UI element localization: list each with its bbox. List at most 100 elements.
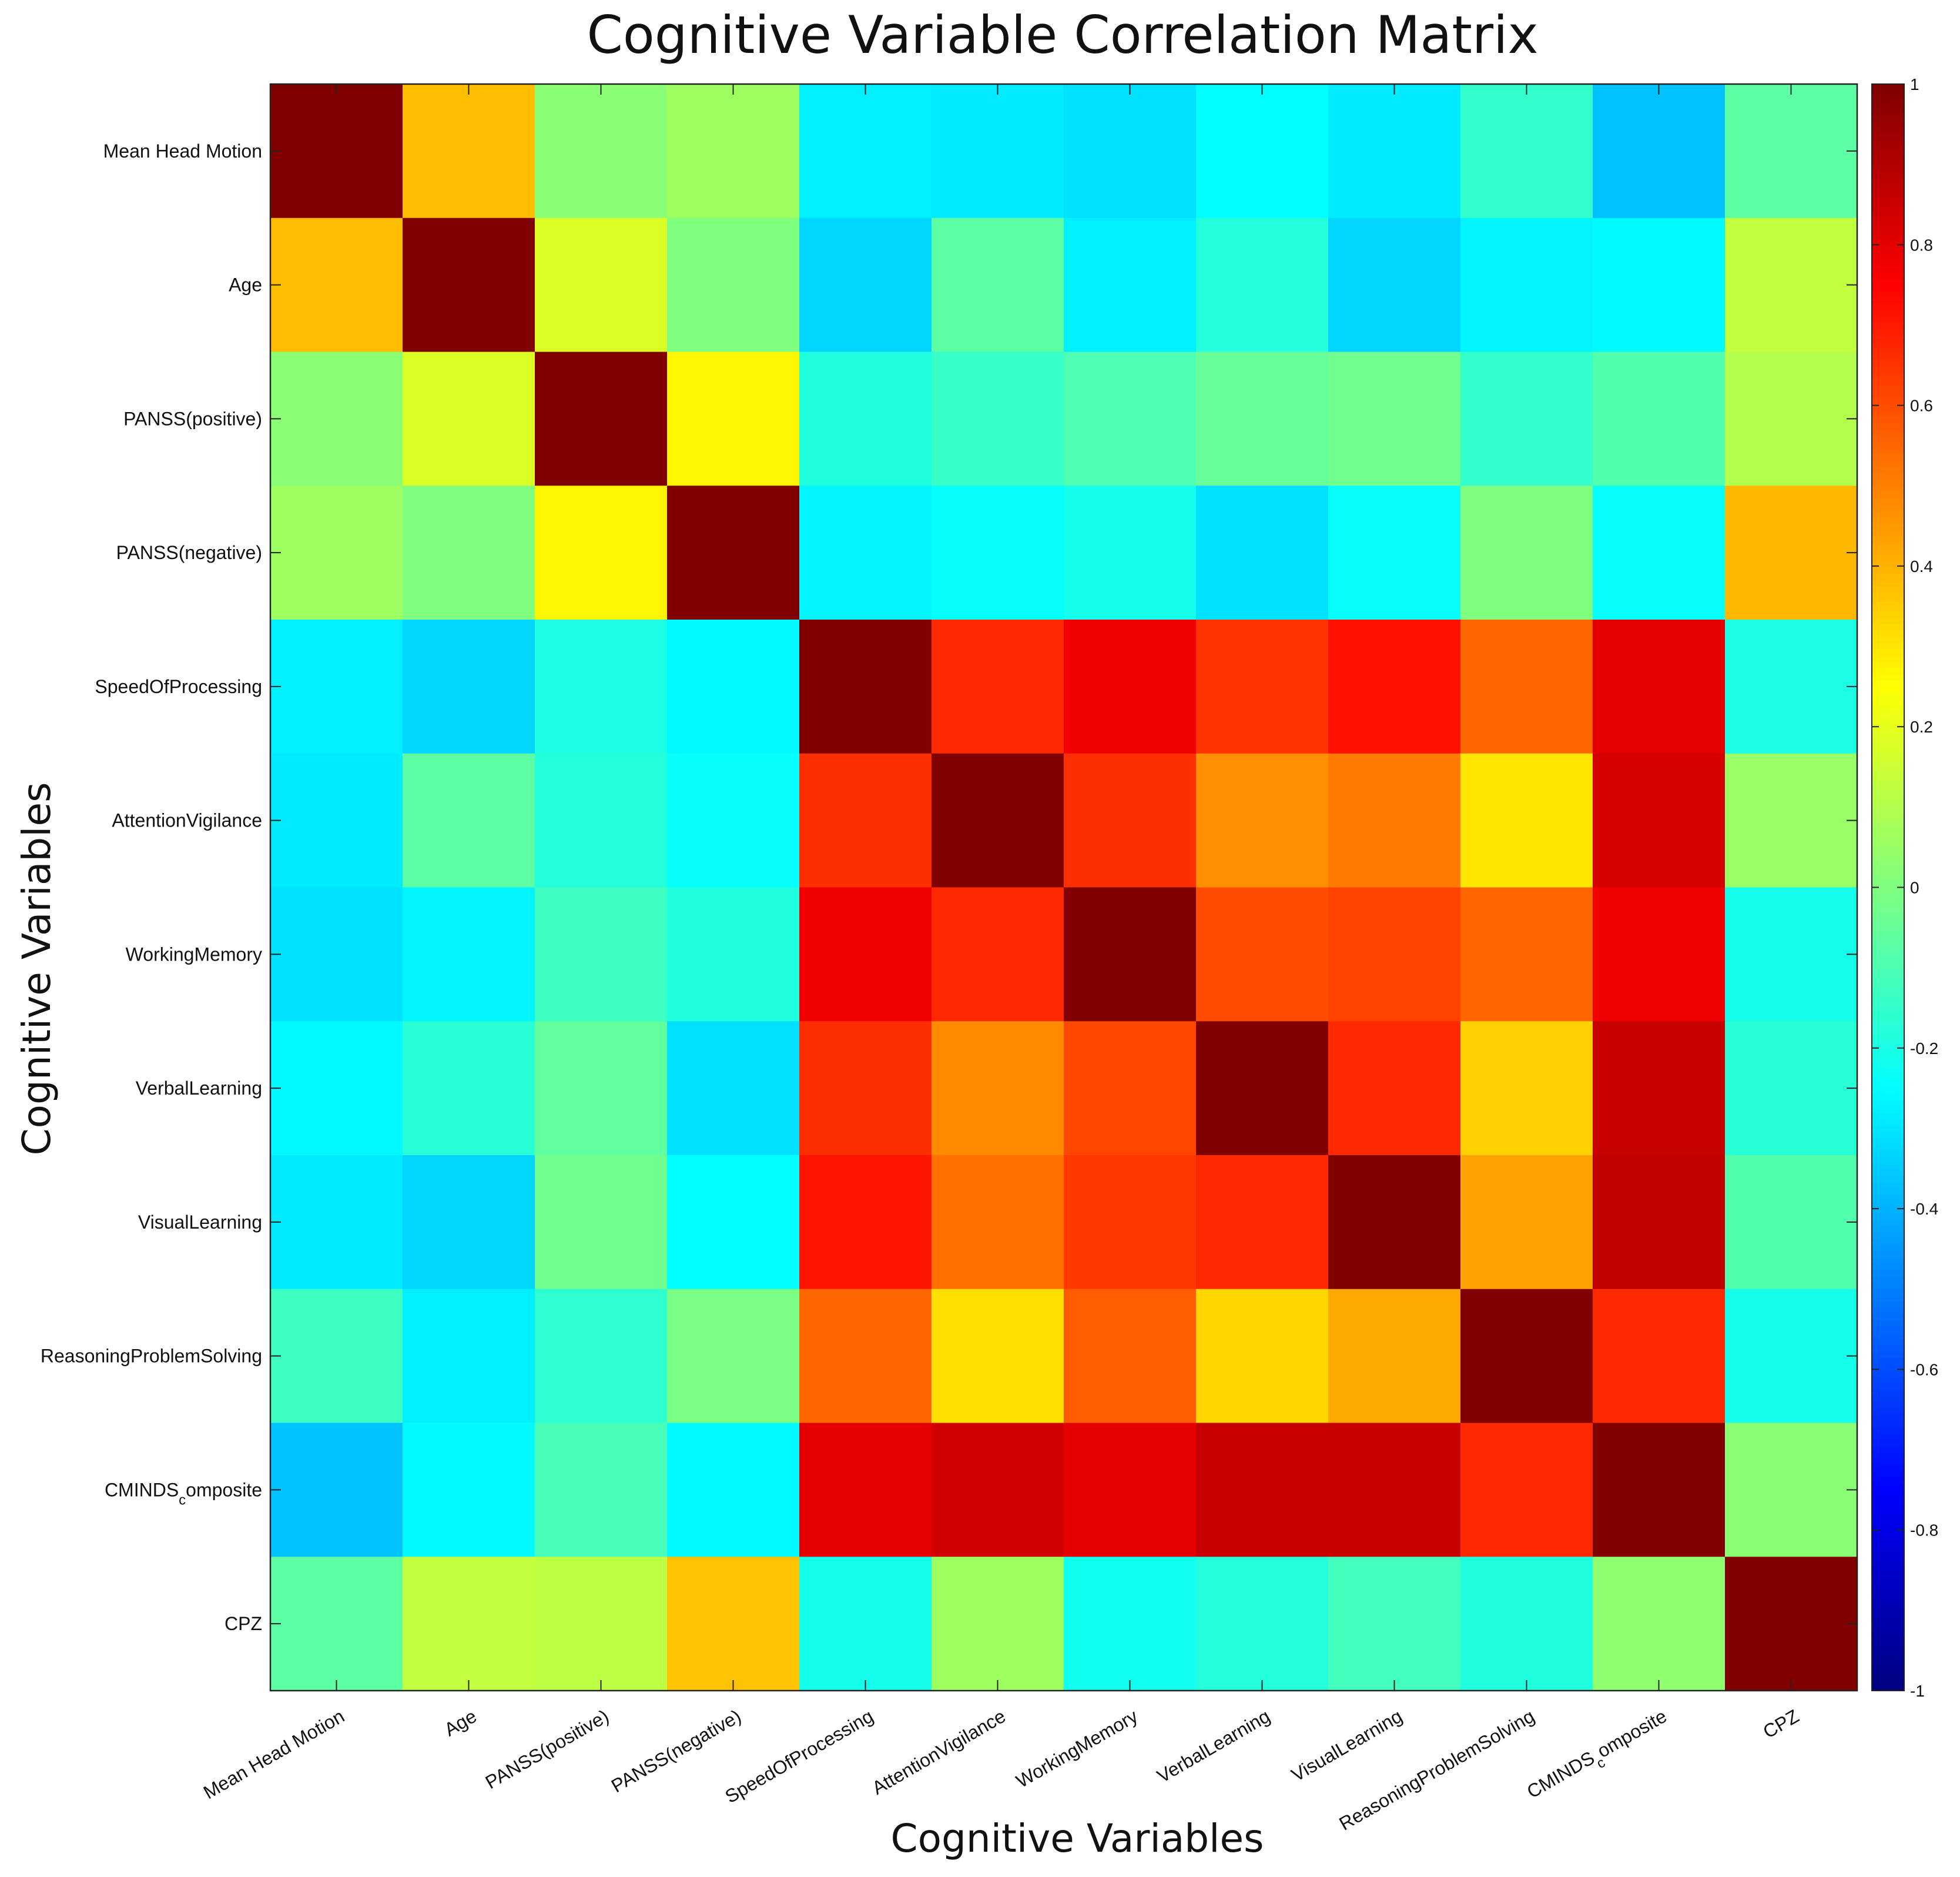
colorbar-segment — [1872, 1157, 1904, 1164]
colorbar-segment — [1872, 523, 1904, 530]
colorbar-segment — [1872, 686, 1904, 694]
colorbar-segment — [1872, 423, 1904, 430]
x-axis-label: Cognitive Variables — [891, 1816, 1264, 1861]
colorbar-segment — [1872, 1358, 1904, 1365]
colorbar-tick-label: 0.4 — [1910, 557, 1933, 576]
x-tick-label: WorkingMemory — [1013, 1705, 1141, 1792]
colorbar-segment — [1872, 197, 1904, 204]
colorbar-segment — [1872, 648, 1904, 656]
colorbar-segment — [1872, 240, 1904, 248]
colorbar-segment — [1872, 542, 1904, 549]
heatmap-cell — [1064, 84, 1197, 219]
colorbar-segment — [1872, 1088, 1904, 1095]
colorbar-segment — [1872, 862, 1904, 869]
colorbar-segment — [1872, 849, 1904, 856]
heatmap-cell — [403, 887, 535, 1022]
heatmap-cell — [1196, 1021, 1329, 1156]
x-tick-label: VisualLearning — [1288, 1705, 1406, 1786]
heatmap-cell — [1593, 753, 1726, 888]
colorbar-segment — [1872, 1553, 1904, 1560]
colorbar-segment — [1872, 1270, 1904, 1277]
heatmap-cell — [799, 218, 932, 353]
heatmap-cell — [535, 218, 668, 353]
colorbar-segment — [1872, 1602, 1904, 1610]
heatmap-cell — [1593, 1021, 1726, 1156]
heatmap-cell — [932, 753, 1064, 888]
heatmap-cell — [667, 1155, 800, 1290]
colorbar-segment — [1872, 711, 1904, 718]
colorbar-segment — [1872, 774, 1904, 781]
heatmap-cell — [1725, 1155, 1858, 1290]
colorbar-segment — [1872, 209, 1904, 216]
colorbar-segment — [1872, 837, 1904, 844]
heatmap-cell — [1328, 486, 1461, 620]
heatmap-cell — [403, 1289, 535, 1424]
heatmap-cell — [1328, 352, 1461, 486]
colorbar-segment — [1872, 1577, 1904, 1585]
y-tick-label: SpeedOfProcessing — [95, 676, 262, 697]
colorbar-segment — [1872, 868, 1904, 875]
heatmap-cell — [799, 1423, 932, 1557]
colorbar-segment — [1872, 737, 1904, 744]
colorbar-segment — [1872, 1458, 1904, 1466]
colorbar-segment — [1872, 1314, 1904, 1321]
colorbar-segment — [1872, 1326, 1904, 1334]
colorbar-segment — [1872, 906, 1904, 913]
heatmap-cell — [535, 753, 668, 888]
heatmap-cell — [1725, 620, 1858, 754]
colorbar-segment — [1872, 1377, 1904, 1384]
colorbar-segment — [1872, 134, 1904, 141]
heatmap-cells — [270, 84, 1858, 1691]
y-tick-label: CPZ — [225, 1613, 262, 1634]
colorbar-segment — [1872, 918, 1904, 926]
colorbar-segment — [1872, 630, 1904, 637]
colorbar-segment — [1872, 824, 1904, 832]
heatmap-cell — [1725, 218, 1858, 353]
colorbar-segment — [1872, 1013, 1904, 1020]
colorbar-segment — [1872, 975, 1904, 982]
colorbar-segment — [1872, 988, 1904, 995]
colorbar-segment — [1872, 1345, 1904, 1353]
colorbar-segment — [1872, 1684, 1904, 1691]
colorbar-segment — [1872, 812, 1904, 819]
heatmap-cell — [1593, 486, 1726, 620]
x-tick-label: Mean Head Motion — [200, 1705, 348, 1803]
axis-ticks — [270, 84, 1857, 1691]
heatmap-cell — [403, 620, 535, 754]
y-tick-label: WorkingMemory — [126, 943, 262, 965]
colorbar-segment — [1872, 1019, 1904, 1026]
colorbar-segment — [1872, 761, 1904, 769]
colorbar-segment — [1872, 1452, 1904, 1459]
heatmap-cell — [1328, 1021, 1461, 1156]
heatmap-cell — [799, 486, 932, 620]
heatmap-cell — [1725, 753, 1858, 888]
heatmap-cell — [1593, 1557, 1726, 1691]
colorbar-segment — [1872, 109, 1904, 116]
heatmap-cell — [1196, 1557, 1329, 1691]
colorbar-segment — [1872, 592, 1904, 600]
colorbar-segment — [1872, 1239, 1904, 1246]
colorbar-tick-label: -1 — [1910, 1682, 1925, 1700]
colorbar-segment — [1872, 103, 1904, 110]
colorbar-segment — [1872, 146, 1904, 154]
heatmap-cell — [1064, 1557, 1197, 1691]
heatmap-cell — [932, 84, 1064, 219]
colorbar-segment — [1872, 1333, 1904, 1340]
colorbar-segment — [1872, 165, 1904, 173]
colorbar-segment — [1872, 1370, 1904, 1377]
colorbar-segment — [1872, 266, 1904, 273]
colorbar-segment — [1872, 1609, 1904, 1616]
heatmap-cell — [799, 1155, 932, 1290]
heatmap-cell — [403, 352, 535, 486]
colorbar-segment — [1872, 1213, 1904, 1220]
heatmap-cell — [1725, 352, 1858, 486]
colorbar-segment — [1872, 755, 1904, 762]
colorbar-segment — [1872, 354, 1904, 361]
colorbar-tick-label: 0.6 — [1910, 397, 1933, 415]
heatmap-cell — [1725, 1557, 1858, 1691]
colorbar-segment — [1872, 1119, 1904, 1126]
colorbar-segment — [1872, 1414, 1904, 1421]
heatmap-cell — [270, 1155, 403, 1290]
heatmap-cell — [270, 1289, 403, 1424]
colorbar-segment — [1872, 881, 1904, 888]
